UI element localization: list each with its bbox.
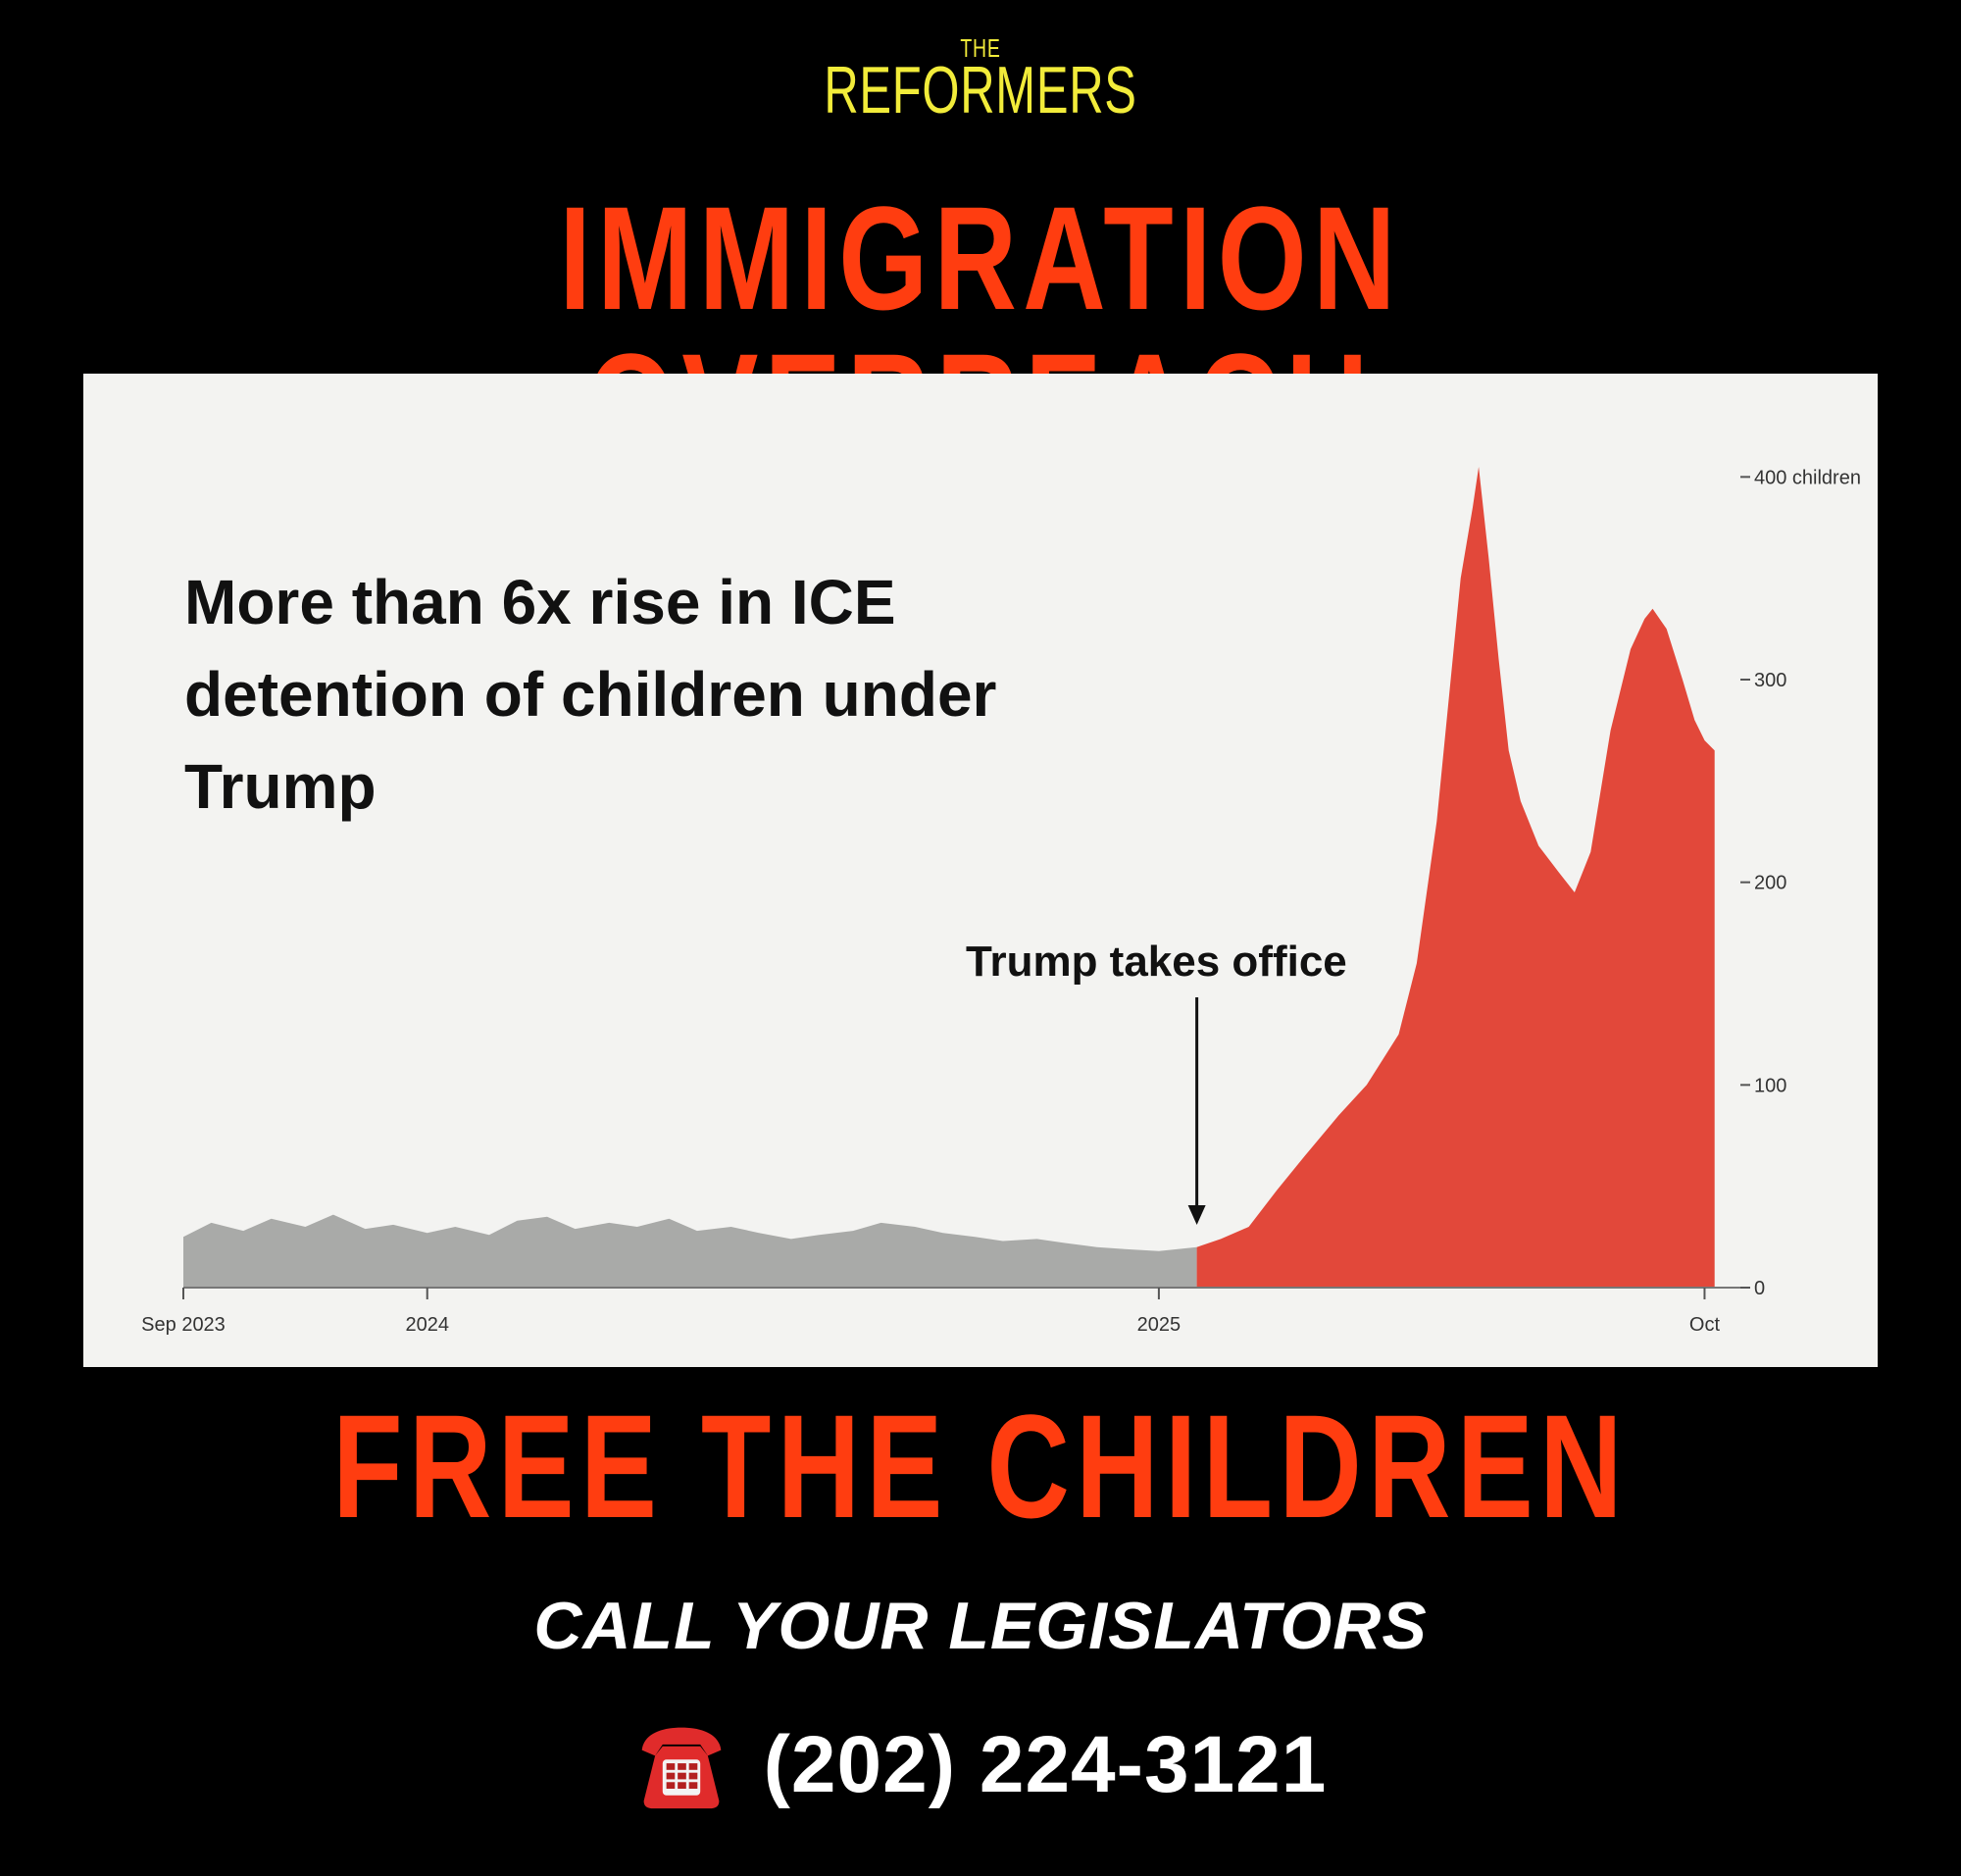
telephone-icon (641, 1727, 721, 1809)
call-label: CALL YOUR LEGISLATORS (533, 1589, 1428, 1663)
series-area-0 (183, 1214, 1197, 1288)
x-tick-label-3: Oct (1689, 1314, 1721, 1336)
x-tick-label-2: 2025 (1137, 1314, 1182, 1336)
cta-headline: FREE THE CHILDREN (332, 1384, 1629, 1548)
series-area-1 (1196, 467, 1715, 1288)
annotation-label: Trump takes office (966, 938, 1347, 986)
annotation-arrowhead (1187, 1205, 1206, 1225)
phone-number[interactable]: (202) 224-3121 (763, 1720, 1328, 1809)
y-tick-label-3: 300 (1754, 670, 1786, 691)
x-tick-label-1: 2024 (405, 1314, 449, 1336)
y-tick-label-2: 200 (1754, 873, 1786, 894)
y-tick-label-0: 0 (1754, 1278, 1765, 1299)
brand-prefix: THE (960, 33, 1001, 63)
phone-row: (202) 224-3121 (0, 1716, 1961, 1814)
y-tick-label-1: 100 (1754, 1075, 1786, 1096)
chart: Sep 2023 2024 2025 Oct 0 100 200 300 400 childre… (141, 467, 1861, 1336)
chart-panel: Sep 2023 2024 2025 Oct 0 100 200 300 400 childre… (83, 374, 1878, 1367)
chart-title: More than 6x rise in ICE detention of ch… (184, 567, 997, 822)
x-tick-label-0: Sep 2023 (141, 1314, 226, 1336)
y-tick-label-4: 400 children (1754, 467, 1861, 488)
brand-name: REFORMERS (824, 53, 1137, 127)
